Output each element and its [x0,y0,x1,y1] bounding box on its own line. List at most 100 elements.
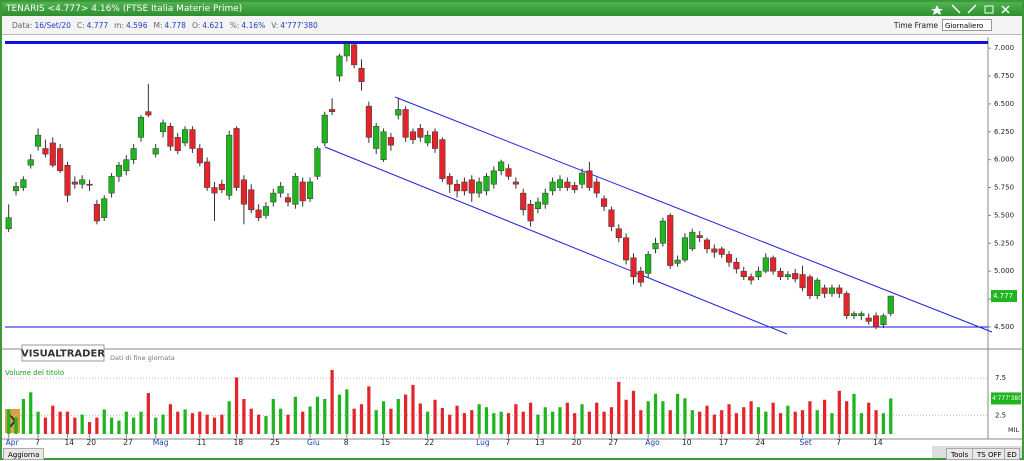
volume-bar [249,408,253,434]
x-tick-label: 27 [608,438,618,447]
volume-bar [102,409,106,434]
candle-body [123,159,130,172]
volume-bar [602,411,606,434]
candle-body [564,181,571,188]
volume-bar [778,413,783,434]
button[interactable]: Tools [946,448,974,460]
candle-body [476,181,483,194]
candle-body [615,228,622,238]
candle-body [439,139,446,179]
candle-body [5,217,12,230]
candle-body [667,215,674,266]
candle-body [806,276,813,296]
volume-bar [690,410,694,434]
candle-body [461,181,468,192]
candle-body [755,270,762,277]
volume-bar [293,396,297,434]
time-frame-select[interactable]: Giornaliero [942,19,992,31]
x-tick-label: Mag [153,438,169,447]
volume-bar [381,401,386,434]
volume-bar [845,401,849,434]
volume-bar [749,401,753,434]
candle-body [645,254,652,274]
candle-body [498,161,505,172]
volume-bar [470,410,474,434]
candle-body [270,192,277,203]
candle-body [674,259,681,264]
button[interactable]: ED [1004,448,1020,460]
candle-body [307,181,314,199]
candle-body [292,176,299,205]
candle-body [64,164,71,196]
icon-window[interactable] [984,5,994,14]
volume-bar [653,393,658,434]
candle-body [468,179,475,194]
candle-body [130,148,137,160]
brand-box [21,344,105,362]
volume-bar [264,416,268,434]
volume-bar [528,402,533,434]
volume-bar [639,410,643,434]
volume-bar [793,411,797,434]
volume-bar [242,399,246,434]
icon-arrow[interactable] [967,4,977,14]
candle-body [115,164,122,177]
x-tick-label: 7 [836,438,841,447]
candle-body [108,176,115,194]
volume-bar [95,417,99,434]
volume-bar [499,411,503,434]
candle-body [365,105,372,138]
candle-body [152,148,159,155]
icon-arrow[interactable] [951,4,961,14]
candle-body [542,192,549,205]
icon-close[interactable] [1001,5,1010,14]
last-price-box [991,290,1017,303]
info-label: M: [153,21,163,30]
volume-bar [536,414,540,434]
volume-bar [183,409,187,434]
volume-bar [521,411,525,434]
candle-body [174,137,181,151]
candle-body [601,198,608,207]
candle-body [431,131,439,149]
volume-bar [573,413,577,434]
volume-bar [683,398,687,434]
volume-bar [705,405,709,434]
candle-body [159,122,167,133]
info-label: %: [229,21,240,30]
trend-channel-line[interactable] [324,146,788,335]
candle-body [373,125,380,149]
button[interactable]: Aggiorna [3,448,45,460]
candle-body [527,204,534,222]
y-tick-label: 2.5 [995,411,1006,419]
candle-body [387,137,394,146]
volume-bar [146,393,150,434]
candle-body [167,125,174,147]
candle-body [351,44,358,66]
volume-bar [21,399,25,434]
y-tick-label: 5.750 [994,184,1014,192]
candle-body [865,317,872,322]
candle-body [321,114,328,144]
candle-body [93,204,100,222]
volume-bar [874,410,878,434]
x-tick-label: 10 [682,438,692,447]
last-volume-label: 4'777'380 [992,395,1022,402]
volume-bar [337,394,342,434]
button[interactable]: TS OFF [972,448,1007,460]
volume-bar [43,417,48,434]
candle-body [505,168,512,177]
x-tick-label: 15 [381,438,391,447]
volume-bar [190,413,195,434]
candle-body [218,183,225,191]
trend-channel-line[interactable] [394,96,993,333]
x-tick-label: 17 [719,438,729,447]
title-bar: TENARIS <4.777> 4.16% (FTSE Italia Mater… [2,2,1022,16]
candle-body [689,231,696,250]
last-price-label: 4.777 [993,292,1013,300]
icon-star[interactable] [931,5,943,15]
volume-bar [742,407,746,434]
volume-bar [308,406,312,434]
volume-bar [396,399,400,434]
candle-body [240,179,247,205]
